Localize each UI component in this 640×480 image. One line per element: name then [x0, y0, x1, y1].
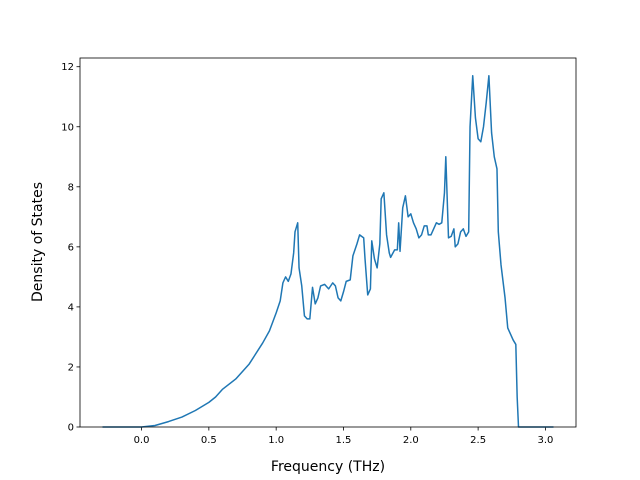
y-tick-label: 12 [61, 62, 74, 73]
x-tick-label: 1.0 [268, 435, 284, 446]
x-tick-label: 2.0 [403, 435, 419, 446]
x-tick-label: 0.0 [134, 435, 150, 446]
x-axis-label: Frequency (THz) [271, 459, 385, 475]
y-axis-label: Density of States [30, 182, 46, 302]
x-tick-label: 0.5 [201, 435, 217, 446]
plot-frame [79, 57, 577, 428]
y-tick-label: 10 [61, 122, 74, 133]
data-line [102, 74, 554, 428]
y-tick-label: 6 [68, 242, 74, 253]
x-tick-label: 1.5 [336, 435, 352, 446]
y-tick-label: 0 [68, 423, 74, 434]
y-tick-label: 8 [68, 182, 74, 193]
x-tick-label: 3.0 [537, 435, 553, 446]
x-tick-label: 2.5 [470, 435, 486, 446]
y-tick-label: 2 [68, 362, 74, 373]
y-tick-label: 4 [68, 302, 74, 313]
